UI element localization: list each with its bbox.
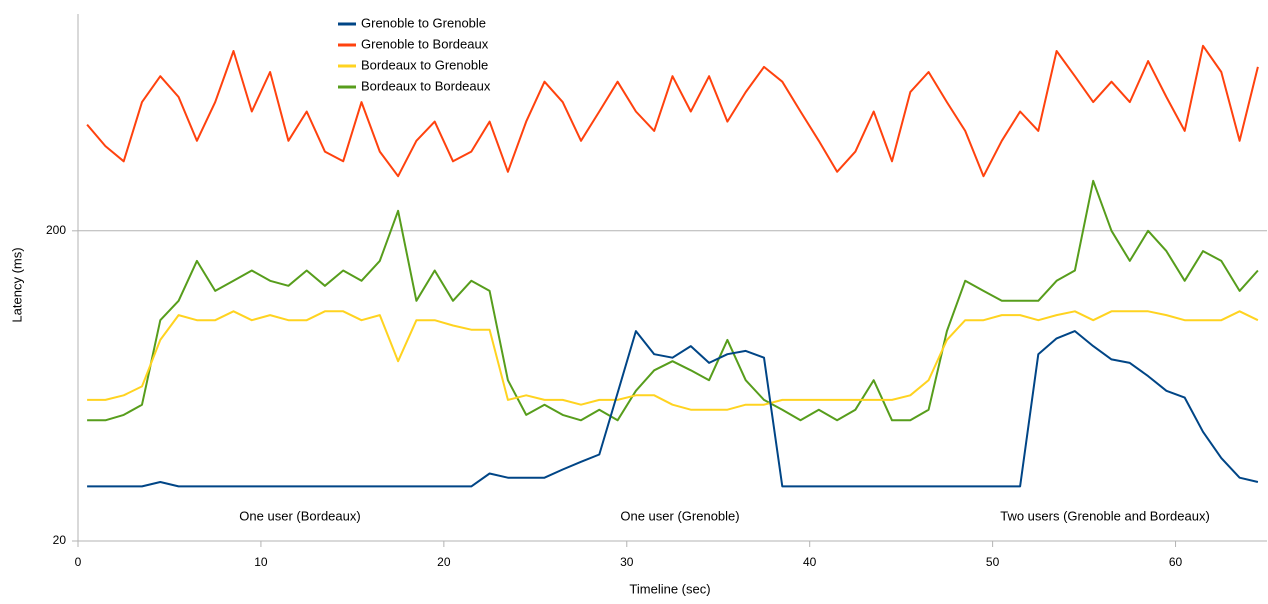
x-tick-label: 0 [75,555,82,569]
annotation: One user (Grenoble) [620,508,739,523]
x-tick-label: 20 [437,555,451,569]
x-axis-label: Timeline (sec) [629,581,710,596]
annotation: One user (Bordeaux) [239,508,360,523]
series-line [86,44,1259,178]
legend-label: Grenoble to Bordeaux [361,36,489,51]
y-tick-label: 200 [46,223,66,237]
x-tick-label: 10 [254,555,268,569]
series-line [87,330,1259,488]
x-tick-label: 60 [1169,555,1183,569]
y-axis-label: Latency (ms) [9,247,24,322]
series-line [87,179,1259,422]
y-tick-label: 20 [53,533,67,547]
x-tick-label: 40 [803,555,817,569]
legend-label: Bordeaux to Bordeaux [361,78,491,93]
legend-label: Grenoble to Grenoble [361,15,486,30]
x-tick-label: 50 [986,555,1000,569]
annotation: Two users (Grenoble and Bordeaux) [1000,508,1210,523]
x-tick-label: 30 [620,555,634,569]
legend-label: Bordeaux to Grenoble [361,57,488,72]
series-line [87,310,1259,411]
